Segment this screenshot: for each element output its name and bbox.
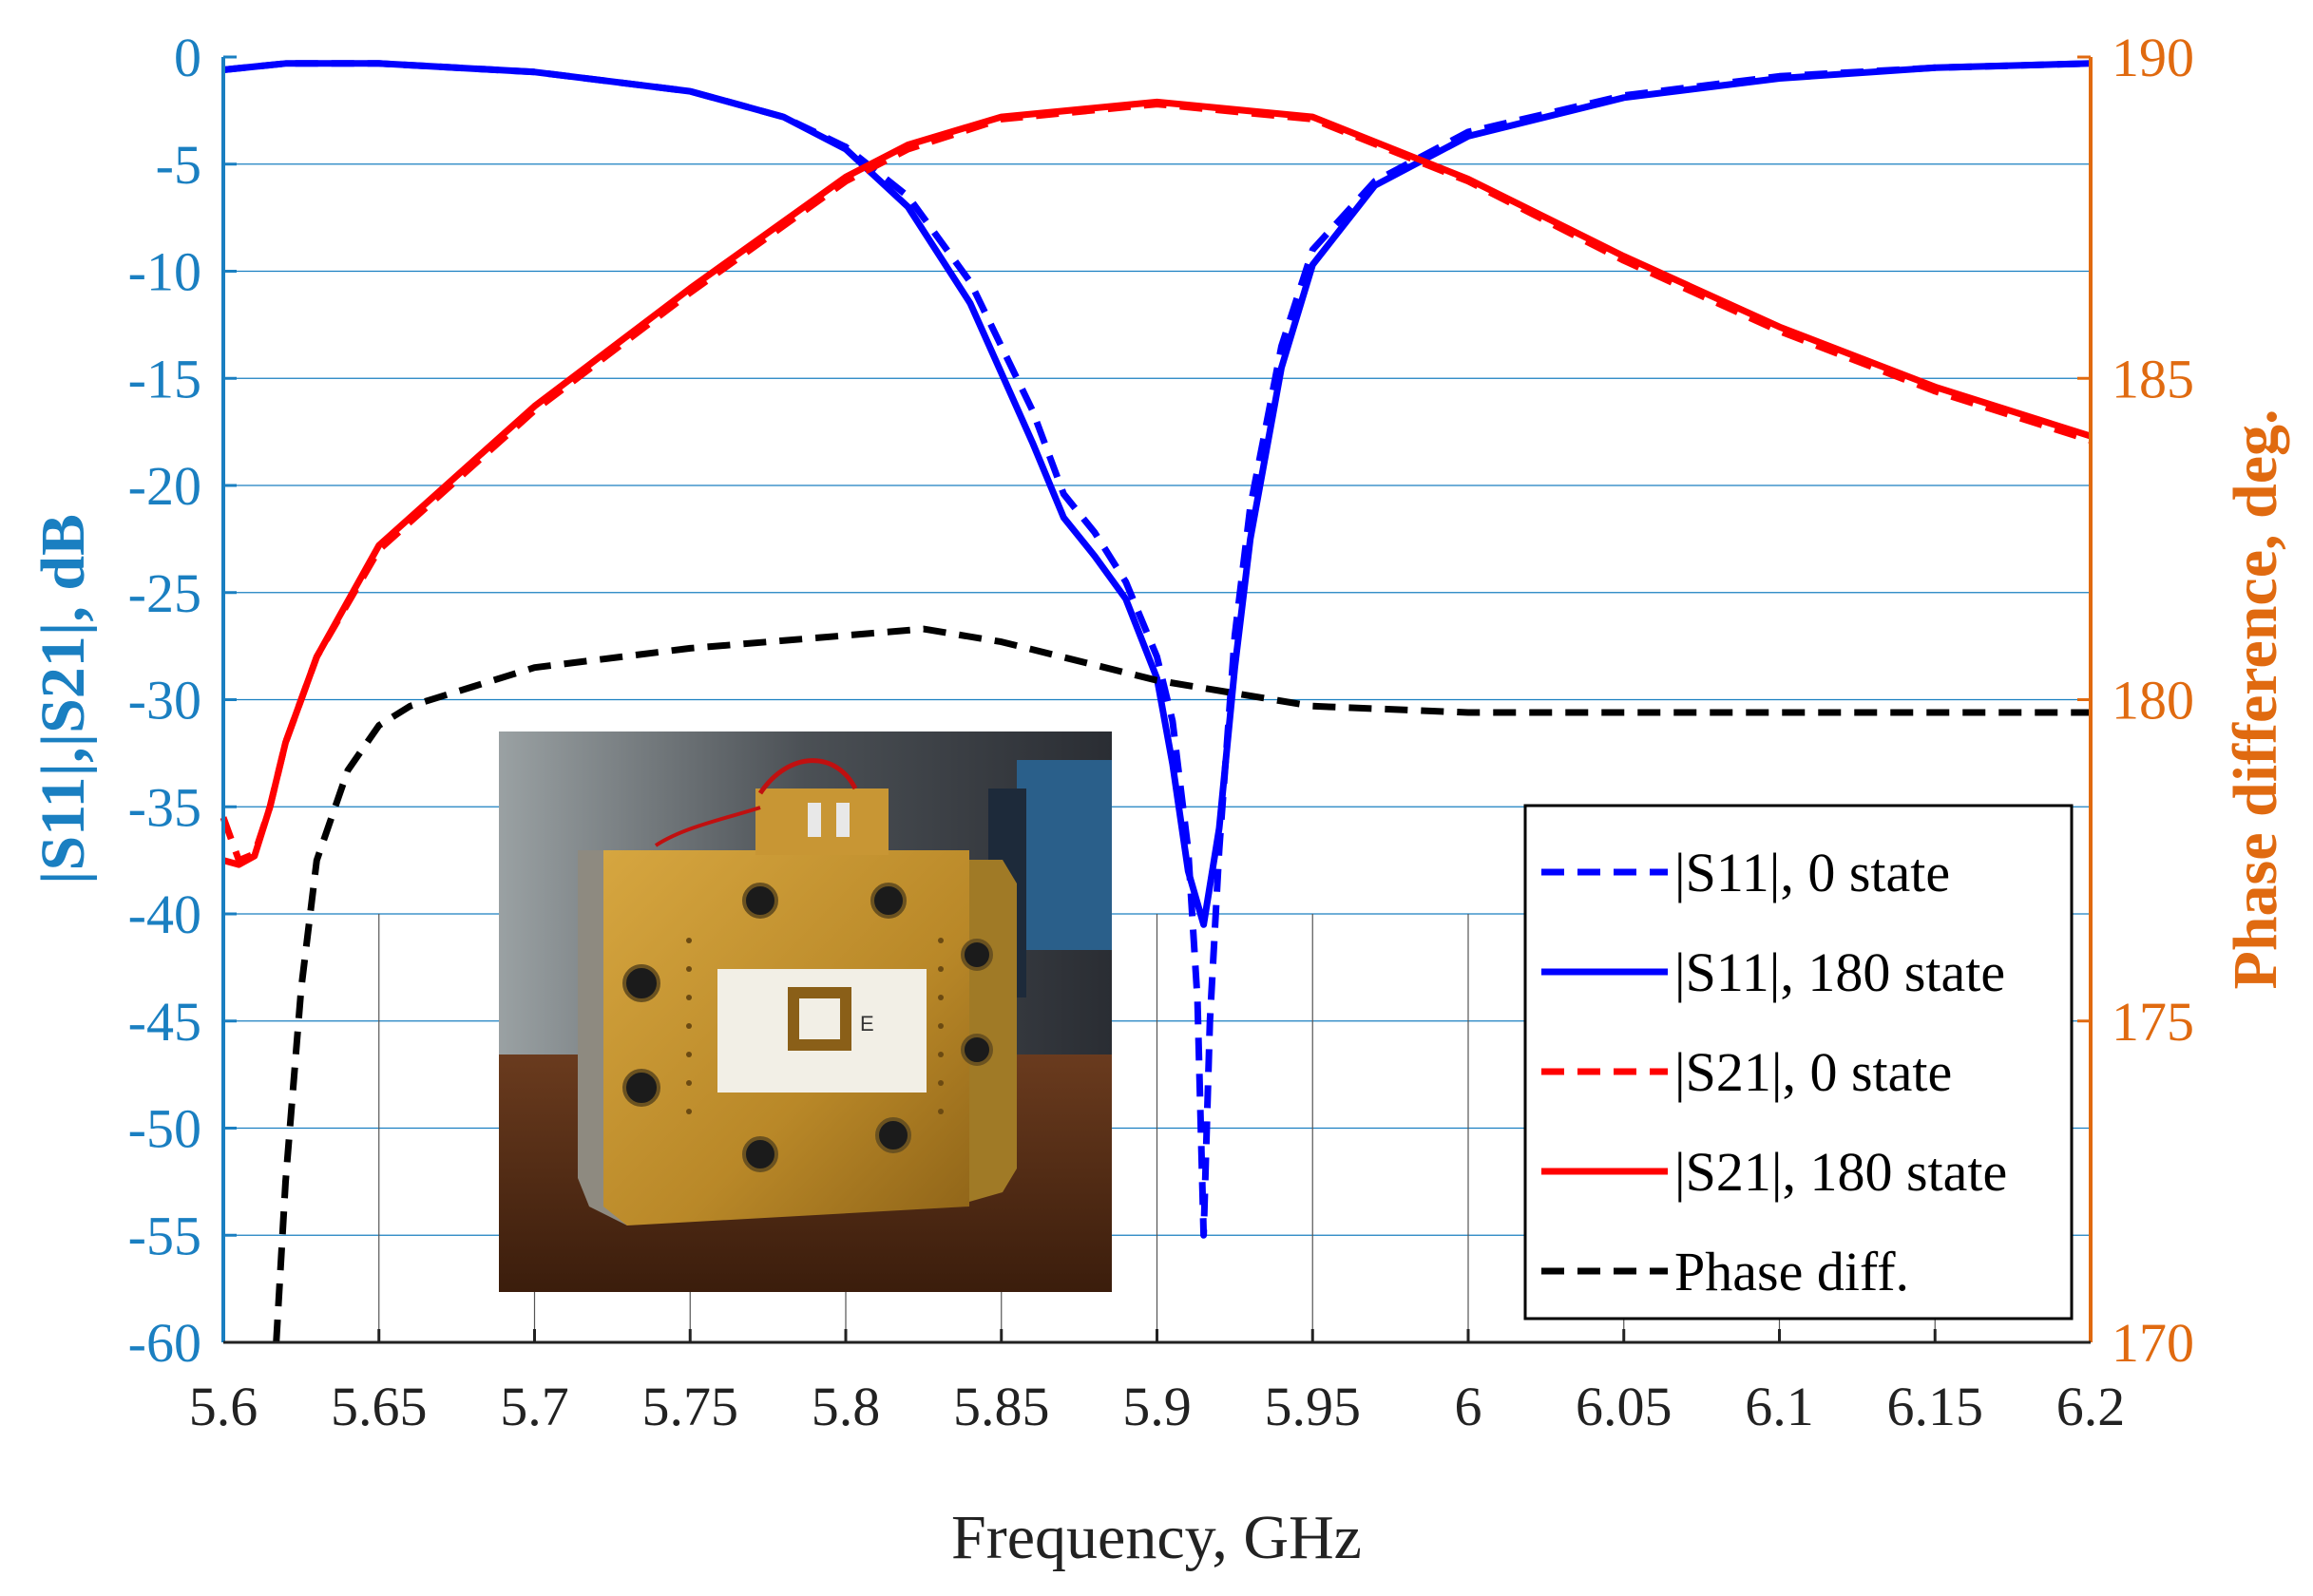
y-right-tick-label: 180 xyxy=(2112,670,2194,732)
series-layer xyxy=(220,60,2093,1343)
legend: |S11|, 0 state |S11|, 180 state |S21|, 0 s… xyxy=(1523,804,2074,1320)
x-tick-label: 5.8 xyxy=(812,1376,881,1437)
series-line-3 xyxy=(222,98,2093,868)
x-axis-label: Frequency, GHz xyxy=(951,1503,1362,1572)
y-left-tick-label: -60 xyxy=(128,1312,201,1374)
x-tick-label: 5.6 xyxy=(189,1376,258,1437)
x-tick-label: 5.95 xyxy=(1265,1376,1362,1437)
y-left-tick-label: -15 xyxy=(128,348,201,409)
y-left-tick-label: -25 xyxy=(128,562,201,624)
y-left-tick-label: -50 xyxy=(128,1098,201,1160)
x-tick-label: 6.15 xyxy=(1887,1376,1984,1437)
y-left-tick-label: -40 xyxy=(128,884,201,945)
x-tick-label: 6.1 xyxy=(1745,1376,1814,1437)
y-left-tick-label: -35 xyxy=(128,776,201,838)
svg-text:E: E xyxy=(860,1012,874,1036)
y-left-tick-label: -10 xyxy=(128,241,201,303)
inset-photo: E xyxy=(499,732,1112,1292)
y-left-tick-label: -20 xyxy=(128,455,201,517)
y-left-tick-label: -55 xyxy=(128,1205,201,1266)
y-left-tick-label: 0 xyxy=(174,27,201,88)
x-tick-label: 6.2 xyxy=(2056,1376,2126,1437)
y-left-tick-label: -5 xyxy=(156,134,201,196)
legend-label-4: Phase diff. xyxy=(1674,1241,1909,1302)
x-tick-label: 5.85 xyxy=(953,1376,1050,1437)
legend-label-3: |S21|, 180 state xyxy=(1674,1141,2007,1203)
y-right-tick-label: 190 xyxy=(2112,27,2194,88)
y-right-tick-label: 170 xyxy=(2112,1312,2194,1374)
legend-label-2: |S21|, 0 state xyxy=(1674,1041,1952,1103)
x-tick-label: 5.7 xyxy=(500,1376,569,1437)
x-tick-label: 6.05 xyxy=(1576,1376,1673,1437)
x-tick-label: 5.75 xyxy=(642,1376,739,1437)
ticks-layer: 5.6 5.65 5.7 5.75 5.8 5.85 5.9 5.95 6 6.05 6.1 6.15… xyxy=(128,27,2194,1437)
y-left-tick-label: -30 xyxy=(128,670,201,732)
legend-box xyxy=(1523,804,2074,1320)
y-axis-left-label: |S11|,|S21|, dB xyxy=(29,514,98,884)
x-tick-label: 5.9 xyxy=(1122,1376,1192,1437)
y-right-tick-label: 185 xyxy=(2112,348,2194,409)
legend-label-1: |S11|, 180 state xyxy=(1674,941,2005,1003)
y-right-tick-label: 175 xyxy=(2112,991,2194,1053)
legend-label-0: |S11|, 0 state xyxy=(1674,842,1950,903)
y-axis-right-label: Phase difference, deg. xyxy=(2221,409,2290,990)
x-tick-label: 5.65 xyxy=(331,1376,428,1437)
y-left-tick-label: -45 xyxy=(128,991,201,1053)
x-tick-label: 6 xyxy=(1455,1376,1482,1437)
